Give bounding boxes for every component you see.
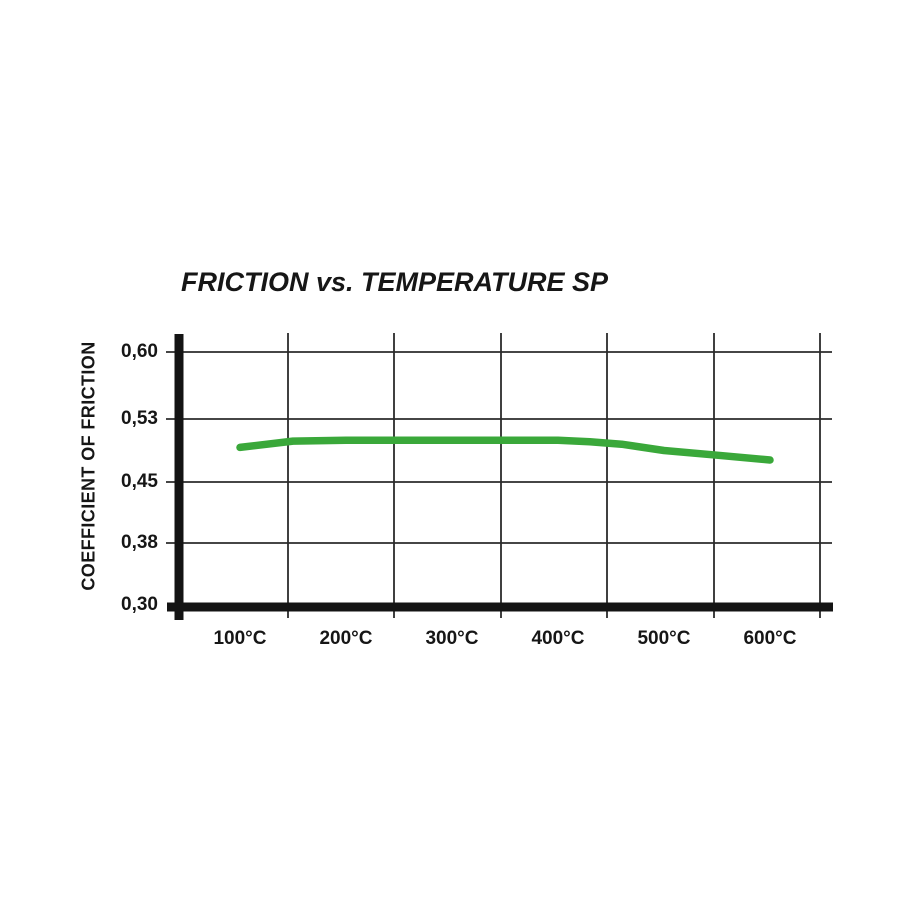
x-tick-label: 500°C	[637, 628, 691, 649]
x-tick-label: 300°C	[425, 628, 479, 649]
y-tick-label: 0,38	[121, 532, 158, 553]
y-tick-label: 0,60	[121, 341, 158, 362]
x-tick-label: 600°C	[743, 628, 797, 649]
x-tick-label: 100°C	[213, 628, 267, 649]
horizontal-gridlines	[166, 351, 832, 544]
x-tick-label: 200°C	[319, 628, 373, 649]
friction-curve	[236, 436, 774, 464]
y-tick-label: 0,45	[121, 471, 158, 492]
vertical-gridlines	[287, 333, 821, 618]
y-tick-label: 0,53	[121, 408, 158, 429]
y-tick-label: 0,30	[121, 594, 158, 615]
x-tick-label: 400°C	[531, 628, 585, 649]
chart-title: FRICTION vs. TEMPERATURE SP	[181, 267, 609, 297]
friction-curve-layer	[236, 436, 774, 464]
